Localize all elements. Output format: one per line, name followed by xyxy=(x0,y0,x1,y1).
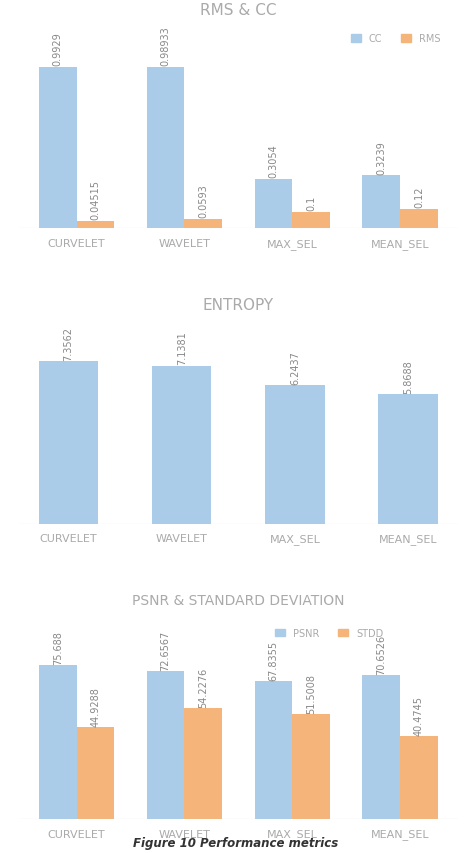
Legend: PSNR, STDD: PSNR, STDD xyxy=(271,624,387,642)
Text: 54.2276: 54.2276 xyxy=(198,667,208,707)
Text: 0.1: 0.1 xyxy=(306,196,316,211)
Bar xyxy=(362,177,400,229)
Text: 7.1381: 7.1381 xyxy=(177,331,187,365)
Bar xyxy=(76,728,114,819)
Bar xyxy=(76,222,114,229)
Title: PSNR & STANDARD DEVIATION: PSNR & STANDARD DEVIATION xyxy=(132,594,345,607)
Text: 7.3562: 7.3562 xyxy=(64,326,74,360)
Bar xyxy=(265,386,325,524)
Text: 0.98933: 0.98933 xyxy=(160,26,170,67)
Bar xyxy=(39,67,76,229)
Bar xyxy=(147,68,185,229)
Bar xyxy=(39,362,98,524)
Text: 75.688: 75.688 xyxy=(53,630,63,664)
Text: 0.3239: 0.3239 xyxy=(376,141,386,175)
Legend: CC, RMS: CC, RMS xyxy=(347,31,444,49)
Bar xyxy=(152,366,211,524)
Title: RMS & CC: RMS & CC xyxy=(200,3,277,18)
Bar xyxy=(39,665,76,819)
Bar xyxy=(185,219,222,229)
Text: 70.6526: 70.6526 xyxy=(376,634,386,674)
Text: 40.4745: 40.4745 xyxy=(414,695,424,735)
Text: 67.8355: 67.8355 xyxy=(269,640,278,680)
Bar xyxy=(362,676,400,819)
Title: ENTROPY: ENTROPY xyxy=(203,298,274,312)
Text: 44.9288: 44.9288 xyxy=(91,687,101,727)
Text: 5.8688: 5.8688 xyxy=(403,359,413,393)
Text: 0.04515: 0.04515 xyxy=(91,180,101,220)
Text: 51.5008: 51.5008 xyxy=(306,673,316,713)
Text: 72.6567: 72.6567 xyxy=(160,630,170,670)
Bar xyxy=(292,212,330,229)
Text: 0.12: 0.12 xyxy=(414,186,424,208)
Text: Figure 10 Performance metrics: Figure 10 Performance metrics xyxy=(134,836,338,849)
Text: 0.3054: 0.3054 xyxy=(269,144,278,177)
Text: 6.2437: 6.2437 xyxy=(290,351,300,385)
Bar xyxy=(379,394,438,524)
Bar xyxy=(292,714,330,819)
Bar xyxy=(254,179,292,229)
Bar xyxy=(147,671,185,819)
Bar xyxy=(185,709,222,819)
Text: 0.0593: 0.0593 xyxy=(198,184,208,218)
Bar xyxy=(400,736,438,819)
Bar xyxy=(400,210,438,229)
Bar xyxy=(254,681,292,819)
Text: 0.9929: 0.9929 xyxy=(53,32,63,66)
